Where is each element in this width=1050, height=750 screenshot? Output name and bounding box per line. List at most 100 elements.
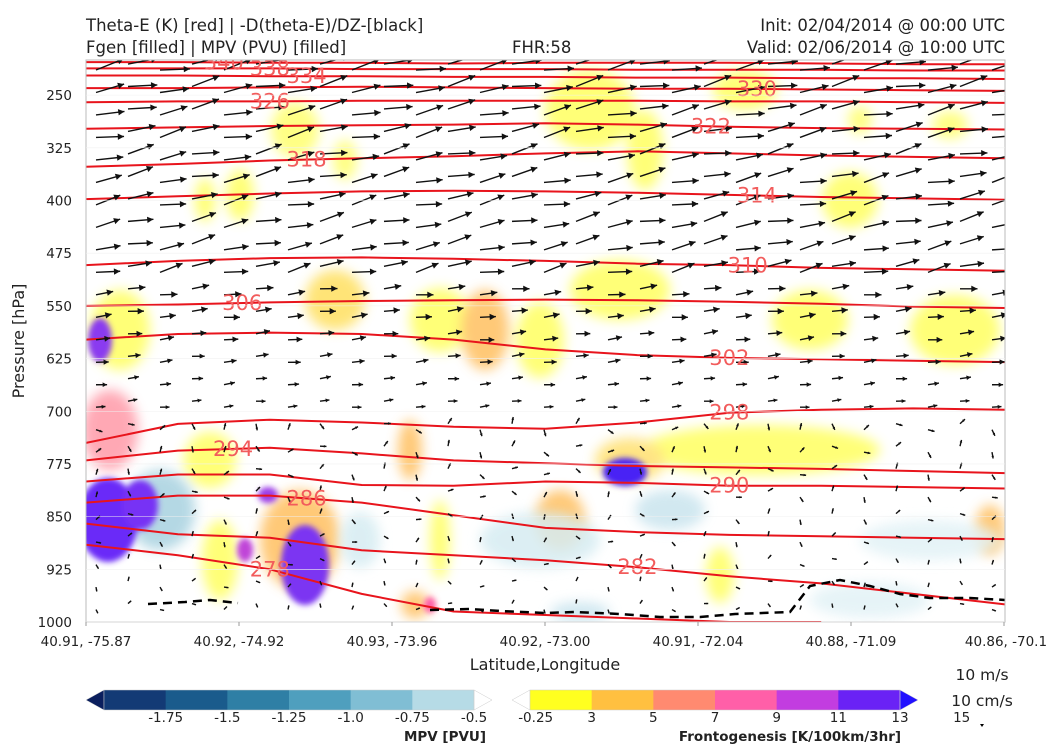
circulation-arrow-head	[246, 109, 253, 116]
circulation-arrow-head	[710, 376, 716, 381]
circulation-arrow-head	[232, 336, 239, 343]
circulation-arrow-head	[919, 82, 926, 89]
circulation-arrow-head	[245, 83, 253, 90]
circulation-arrow-head	[450, 602, 453, 604]
circulation-arrow-head	[531, 217, 538, 224]
circulation-arrow-head	[384, 561, 386, 564]
circulation-arrow-head	[295, 359, 301, 365]
colorbar-segment	[653, 690, 716, 710]
circulation-arrow-head	[193, 509, 196, 513]
circulation-arrow-head	[848, 211, 856, 218]
init-time: Init: 02/04/2014 @ 00:00 UTC	[760, 16, 1005, 35]
circulation-arrow-head	[513, 559, 516, 562]
circulation-arrow-head	[167, 335, 174, 341]
fgen-patch	[627, 110, 663, 190]
theta-e-contour-label: 282	[617, 555, 657, 579]
circulation-arrow-head	[576, 417, 580, 421]
circulation-arrow-head	[447, 538, 450, 542]
circulation-arrow-head	[511, 417, 515, 420]
circulation-arrow-head	[1014, 133, 1021, 139]
circulation-arrow-head	[576, 577, 578, 579]
circulation-arrow-shaft	[959, 60, 974, 65]
colorbar-tick-label: 11	[830, 710, 847, 726]
circulation-arrow-head	[497, 219, 505, 226]
circulation-arrow-head	[213, 149, 220, 156]
circulation-arrow-head	[779, 285, 786, 292]
circulation-arrow-head	[746, 289, 754, 296]
circulation-arrow-head	[150, 104, 157, 111]
circulation-arrow-head	[209, 211, 216, 218]
circulation-arrow-head	[393, 307, 400, 314]
fgen-patch	[430, 500, 450, 580]
circulation-arrow-head	[831, 485, 835, 489]
y-tick-label: 775	[46, 457, 72, 473]
circulation-arrow-head	[447, 439, 450, 443]
circulation-arrow-head	[735, 445, 739, 449]
circulation-arrow-head	[341, 149, 348, 157]
circulation-arrow-head	[615, 335, 622, 341]
circulation-arrow-head	[578, 556, 581, 559]
circulation-arrow-head	[968, 329, 975, 336]
circulation-arrow-head	[388, 422, 391, 425]
circulation-arrow-head	[183, 66, 190, 73]
circulation-arrow-head	[480, 560, 483, 563]
colorbar-tick-label: -0.5	[461, 710, 487, 726]
circulation-arrow-head	[927, 559, 930, 562]
circulation-arrow-head	[402, 239, 409, 246]
circulation-arrow-head	[703, 553, 706, 556]
circulation-arrow-head	[337, 211, 344, 218]
circulation-arrow-head	[129, 600, 132, 603]
circulation-arrow-head	[456, 329, 463, 336]
circulation-arrow-head	[675, 426, 679, 430]
circulation-arrow-head	[166, 381, 171, 387]
circulation-arrow-head	[131, 423, 135, 426]
circulation-arrow-head	[642, 514, 645, 517]
circulation-arrow-head	[427, 291, 434, 298]
theta-e-line	[86, 99, 1005, 104]
circulation-arrow-head	[386, 511, 389, 514]
circulation-arrow-head	[416, 582, 418, 585]
circulation-arrow-head	[658, 239, 665, 246]
circulation-arrow-head	[456, 306, 464, 313]
circulation-arrow-head	[721, 260, 728, 267]
circulation-arrow-head	[167, 358, 173, 364]
circulation-arrow-head	[96, 566, 99, 569]
colorbar-extend-low	[85, 689, 105, 711]
circulation-arrow-head	[882, 172, 890, 179]
circulation-arrow-head	[293, 404, 298, 409]
circulation-arrow-head	[564, 177, 571, 184]
fgen-patch	[640, 425, 880, 475]
circulation-arrow-head	[258, 581, 261, 583]
circulation-arrow-head	[960, 538, 963, 541]
circulation-arrow-head	[801, 499, 804, 502]
circulation-arrow-head	[518, 352, 525, 358]
circulation-arrow-head	[929, 606, 932, 609]
circulation-arrow-head	[224, 566, 227, 569]
circulation-arrow-head	[160, 589, 163, 591]
circulation-arrow-head	[191, 449, 194, 453]
circulation-arrow-head	[662, 103, 669, 110]
circulation-arrow-head	[579, 444, 583, 447]
circulation-arrow-head	[806, 382, 812, 387]
circulation-arrow-head	[419, 518, 422, 521]
circulation-arrow-head	[931, 519, 934, 522]
circulation-arrow-head	[211, 192, 218, 199]
colorbar-tick-label: -1.25	[272, 710, 307, 726]
circulation-arrow-head	[303, 262, 311, 269]
circulation-arrow-head	[1000, 312, 1005, 319]
circulation-arrow-head	[385, 441, 388, 444]
theta-e-contour-label: 330	[737, 77, 777, 101]
circulation-arrow-head	[1014, 86, 1021, 92]
circulation-arrow-head	[799, 522, 802, 525]
circulation-arrow-head	[424, 335, 431, 342]
circulation-arrow-head	[383, 583, 386, 586]
y-tick-label: 850	[46, 510, 72, 526]
circulation-arrow-head	[981, 126, 988, 133]
circulation-arrow-head	[502, 110, 509, 117]
circulation-arrow-head	[255, 508, 258, 511]
circulation-arrow-head	[257, 486, 260, 490]
circulation-arrow-head	[581, 398, 586, 402]
circulation-arrow-head	[934, 381, 939, 386]
circulation-arrow-head	[646, 376, 652, 381]
circulation-arrow-head	[835, 446, 839, 449]
